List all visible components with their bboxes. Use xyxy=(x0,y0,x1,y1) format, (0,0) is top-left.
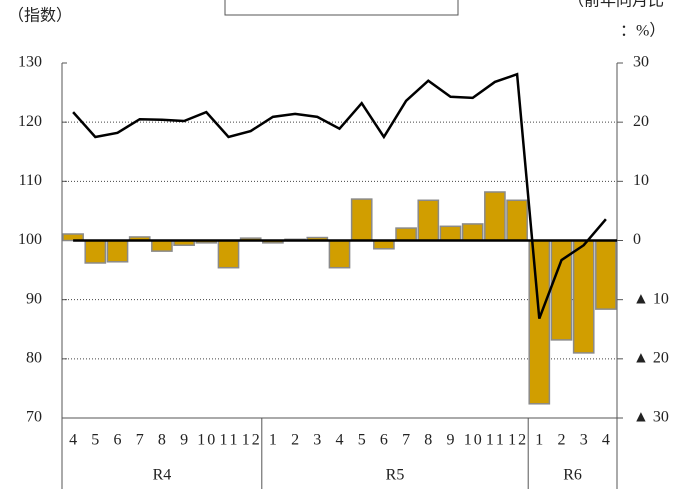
bar xyxy=(106,239,129,263)
x-tick-label: 10 xyxy=(197,432,215,449)
y-tick-label: 70 xyxy=(26,409,42,426)
group-label: R4 xyxy=(153,467,172,484)
x-tick-label: 4 xyxy=(336,432,344,449)
y-tick-label: 130 xyxy=(18,54,42,71)
bar xyxy=(84,239,107,264)
bar xyxy=(350,198,373,242)
x-tick-label: 4 xyxy=(69,432,77,449)
x-tick-label: 3 xyxy=(580,432,588,449)
x-tick-label: 8 xyxy=(424,432,432,449)
x-tick-label: 5 xyxy=(358,432,366,449)
bar xyxy=(439,225,462,242)
group-label: R6 xyxy=(563,467,582,484)
y-tick-label: 100 xyxy=(18,231,42,248)
bar xyxy=(328,239,351,269)
x-tick-label: 7 xyxy=(136,432,144,449)
y2-tick-label: ▲ 10 xyxy=(633,290,669,307)
group-label: R5 xyxy=(386,467,405,484)
legend-box xyxy=(224,0,459,16)
y2-tick-label: 10 xyxy=(633,172,649,189)
bar xyxy=(461,223,484,242)
line xyxy=(72,72,607,320)
x-tick-label: 9 xyxy=(180,432,188,449)
x-tick-label: 1 xyxy=(535,432,543,449)
bar xyxy=(417,199,440,242)
y2-tick-label: 0 xyxy=(633,231,641,248)
x-tick-label: 2 xyxy=(558,432,566,449)
bar xyxy=(395,227,417,242)
x-tick-label: 12 xyxy=(242,432,260,449)
y2-axis-label: ：%） xyxy=(620,22,665,40)
y-tick-label: 90 xyxy=(26,290,42,307)
x-tick-label: 1 xyxy=(269,432,277,449)
bar xyxy=(528,239,551,405)
y2-axis-label: （前年同月比 xyxy=(568,0,664,10)
bar xyxy=(484,191,506,242)
bar xyxy=(506,199,528,242)
x-tick-label: 3 xyxy=(313,432,321,449)
y2-tick-label: 30 xyxy=(633,54,649,71)
x-tick-label: 6 xyxy=(380,432,388,449)
x-tick-label: 11 xyxy=(220,432,238,449)
x-tick-label: 9 xyxy=(447,432,455,449)
y-tick-label: 110 xyxy=(19,172,42,189)
y2-tick-label: 20 xyxy=(633,113,649,130)
bar xyxy=(151,239,173,252)
x-tick-label: 6 xyxy=(114,432,122,449)
x-tick-label: 10 xyxy=(464,432,482,449)
y-axis-label: （指数） xyxy=(8,7,72,25)
x-tick-label: 4 xyxy=(602,432,610,449)
y2-tick-label: ▲ 30 xyxy=(633,409,669,426)
x-tick-label: 2 xyxy=(291,432,299,449)
x-tick-label: 12 xyxy=(508,432,526,449)
y-tick-label: 120 xyxy=(18,113,42,130)
bar xyxy=(217,239,240,269)
x-tick-label: 8 xyxy=(158,432,166,449)
y-tick-label: 80 xyxy=(26,350,42,367)
x-tick-label: 11 xyxy=(486,432,504,449)
bar xyxy=(572,239,595,354)
x-tick-label: 5 xyxy=(91,432,99,449)
x-tick-label: 7 xyxy=(402,432,410,449)
bar xyxy=(595,239,617,310)
y2-tick-label: ▲ 20 xyxy=(633,350,669,367)
